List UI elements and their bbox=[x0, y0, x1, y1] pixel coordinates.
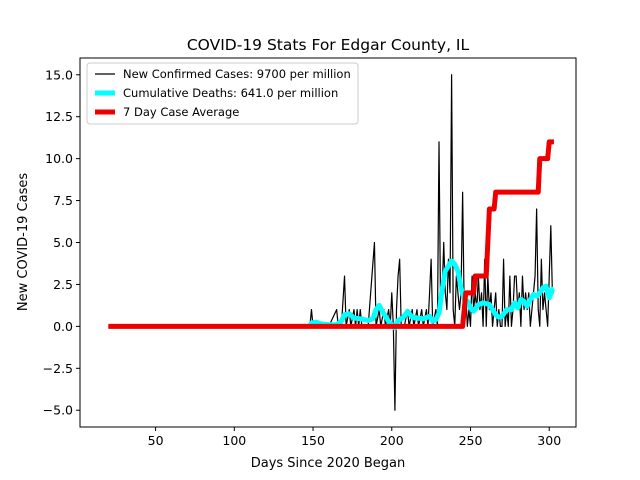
x-tick-label: 200 bbox=[380, 433, 404, 448]
y-tick-label: 12.5 bbox=[45, 109, 73, 124]
series-line-7-day-average bbox=[108, 139, 554, 329]
x-tick-label: 250 bbox=[459, 433, 483, 448]
y-tick-label: 2.5 bbox=[53, 277, 73, 292]
y-tick-label: 5.0 bbox=[53, 235, 73, 250]
x-tick-label: 100 bbox=[222, 433, 246, 448]
legend: New Confirmed Cases: 9700 per million Cu… bbox=[86, 62, 359, 125]
x-tick-label: 150 bbox=[301, 433, 325, 448]
x-tick-label: 300 bbox=[537, 433, 561, 448]
legend-box bbox=[86, 62, 359, 125]
y-tick-label: 15.0 bbox=[45, 67, 73, 82]
plot-area bbox=[108, 74, 556, 411]
y-tick-label: 10.0 bbox=[45, 151, 73, 166]
y-tick-label: 7.5 bbox=[53, 193, 73, 208]
legend-label-cases: New Confirmed Cases: 9700 per million bbox=[123, 67, 351, 81]
x-axis-label: Days Since 2020 Began bbox=[251, 456, 406, 471]
y-tick-label: −2.5 bbox=[43, 361, 73, 376]
y-tick-label: −5.0 bbox=[43, 403, 73, 418]
series-layer bbox=[108, 74, 556, 411]
x-tick-label: 50 bbox=[148, 433, 164, 448]
y-axis-label: New COVID-19 Cases bbox=[16, 173, 31, 311]
series-line-cumulative-deaths bbox=[307, 258, 556, 331]
y-tick-label: 0.0 bbox=[53, 319, 73, 334]
chart-title: COVID-19 Stats For Edgar County, IL bbox=[187, 36, 470, 54]
legend-label-deaths: Cumulative Deaths: 641.0 per million bbox=[123, 86, 338, 100]
legend-label-average: 7 Day Case Average bbox=[123, 105, 239, 119]
x-axis: 50 100 150 200 250 300 bbox=[148, 427, 561, 448]
y-axis: −5.0 −2.5 0.0 2.5 5.0 7.5 10.0 12.5 15.0 bbox=[43, 67, 80, 418]
